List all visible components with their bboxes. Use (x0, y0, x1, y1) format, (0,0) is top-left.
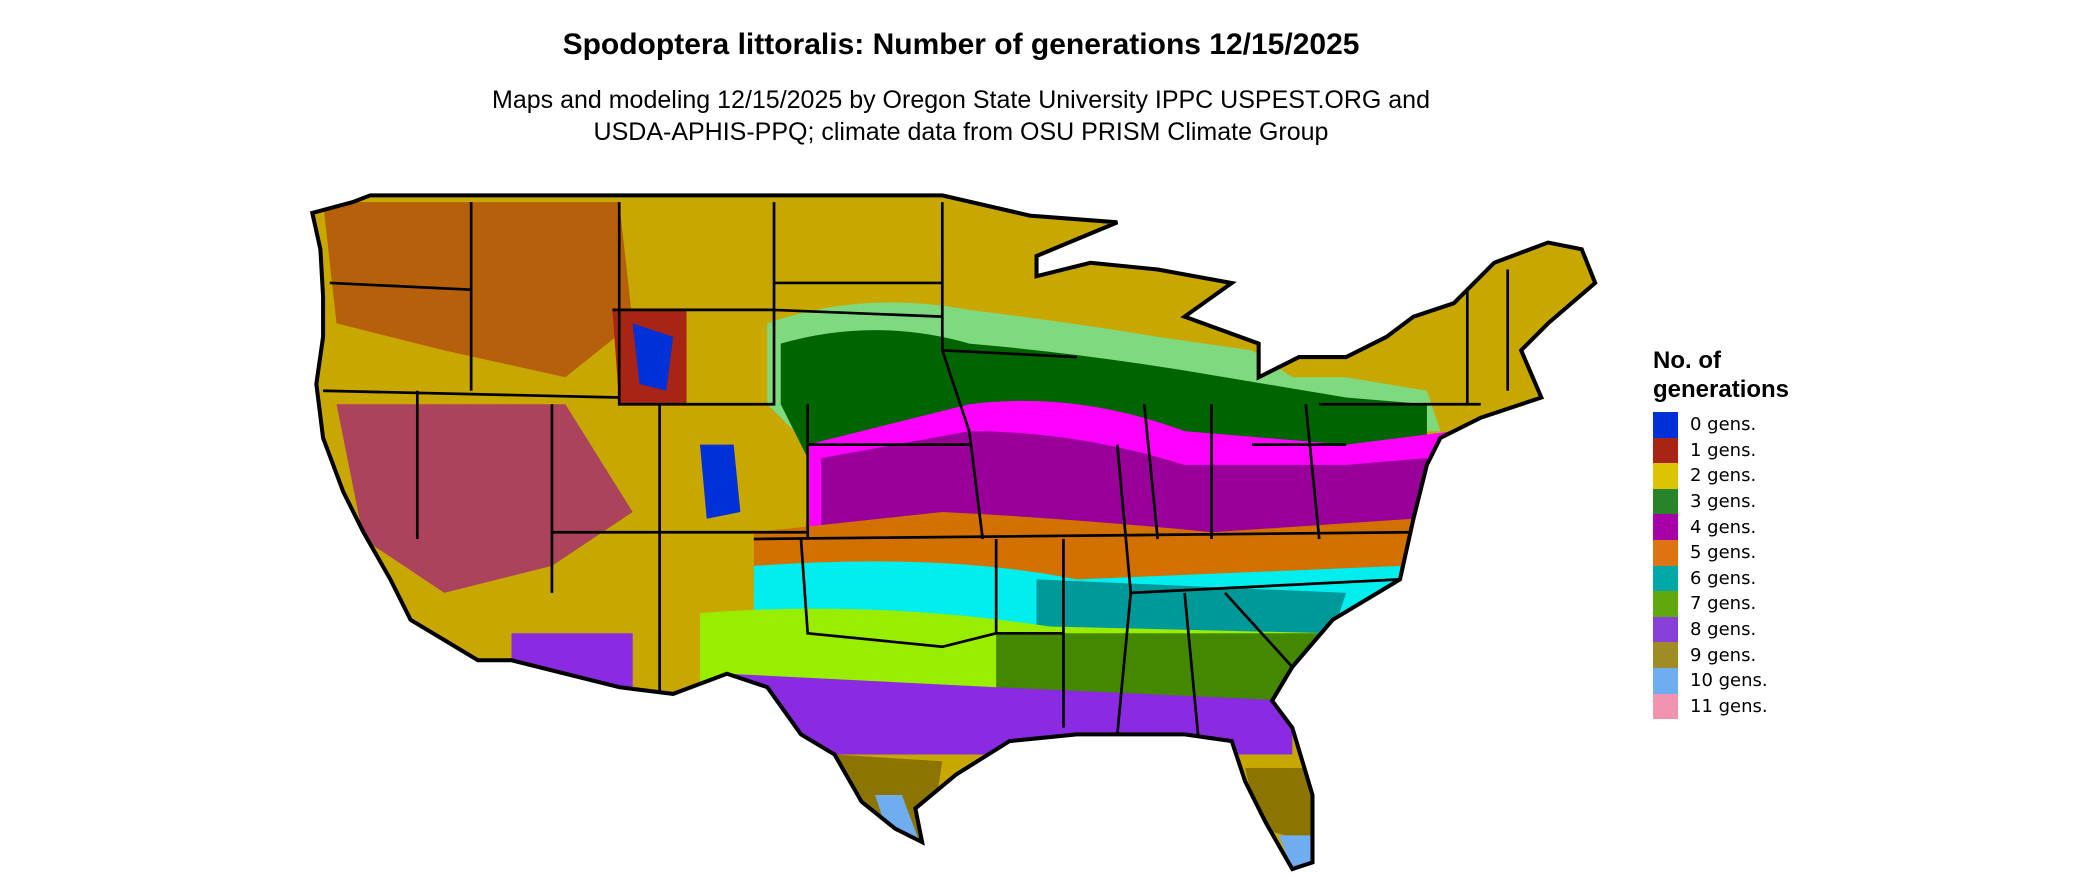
legend-item: 11 gens. (1653, 693, 1789, 720)
legend-item: 6 gens. (1653, 565, 1789, 592)
legend: No. of generations 0 gens. 1 gens. 2 gens.… (1653, 346, 1789, 720)
legend-items: 0 gens. 1 gens. 2 gens. 3 gens. 4 gens. 5 gen… (1653, 412, 1789, 720)
subtitle-line-1: Maps and modeling 12/15/2025 by Oregon S… (492, 86, 1430, 114)
legend-swatch (1653, 514, 1678, 540)
zone-4-gens-west (336, 404, 633, 593)
legend-label: 1 gens. (1690, 439, 1757, 461)
subtitle-line-2: USDA-APHIS-PPQ; climate data from OSU PR… (593, 118, 1329, 146)
legend-swatch (1653, 488, 1678, 515)
legend-swatch (1653, 412, 1678, 438)
legend-label: 9 gens. (1690, 644, 1757, 666)
legend-item: 7 gens. (1653, 591, 1789, 617)
legend-label: 0 gens. (1690, 414, 1757, 436)
legend-item: 3 gens. (1653, 488, 1789, 515)
legend-item: 9 gens. (1653, 642, 1789, 668)
legend-swatch (1653, 539, 1678, 566)
legend-title: No. of generations (1653, 346, 1789, 404)
legend-label: 8 gens. (1690, 619, 1757, 641)
state-borders (323, 202, 1510, 735)
zone-1-gens-northwest (323, 202, 633, 378)
legend-label: 11 gens. (1690, 695, 1768, 717)
legend-swatch (1653, 437, 1678, 464)
map-subtitle: Maps and modeling 12/15/2025 by Oregon S… (0, 84, 1922, 148)
zone-0-gens (632, 323, 674, 391)
legend-swatch (1653, 667, 1678, 694)
legend-title-line-2: generations (1653, 376, 1790, 403)
legend-item: 0 gens. (1653, 412, 1789, 438)
legend-label: 3 gens. (1690, 491, 1757, 513)
legend-swatch (1653, 642, 1678, 668)
zone-0-gens-colorado (700, 444, 741, 519)
legend-swatch (1653, 693, 1678, 720)
map-title: Spodoptera littoralis: Number of generat… (562, 28, 1360, 61)
legend-label: 6 gens. (1690, 567, 1757, 589)
legend-label: 7 gens. (1690, 593, 1757, 615)
zone-8-gens-arizona (511, 633, 633, 688)
legend-item: 8 gens. (1653, 616, 1789, 643)
legend-swatch (1653, 591, 1678, 617)
legend-item: 2 gens. (1653, 463, 1789, 489)
legend-title-line-1: No. of (1653, 347, 1721, 374)
legend-item: 10 gens. (1653, 667, 1789, 694)
legend-label: 4 gens. (1690, 516, 1757, 538)
legend-label: 10 gens. (1690, 670, 1768, 692)
legend-item: 5 gens. (1653, 539, 1789, 566)
legend-swatch (1653, 616, 1678, 643)
zone-10-gens-florida (1278, 835, 1313, 870)
legend-swatch (1653, 463, 1678, 489)
legend-swatch (1653, 565, 1678, 592)
legend-label: 2 gens. (1690, 465, 1757, 487)
legend-item: 4 gens. (1653, 514, 1789, 540)
legend-item: 1 gens. (1653, 437, 1789, 464)
legend-label: 5 gens. (1690, 542, 1757, 564)
